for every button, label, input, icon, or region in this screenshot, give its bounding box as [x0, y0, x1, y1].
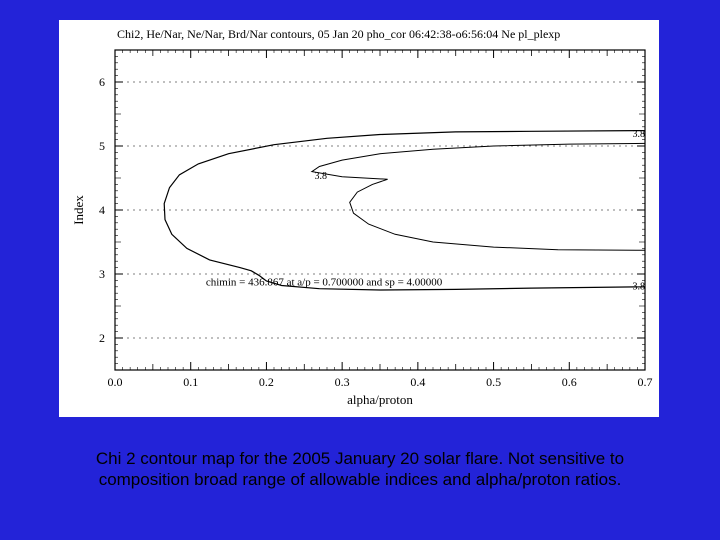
caption-text: Chi 2 contour map for the 2005 January 2… — [60, 448, 660, 491]
ytick-label: 4 — [99, 203, 105, 217]
ytick-label: 5 — [99, 139, 105, 153]
xtick-label: 0.5 — [486, 375, 501, 389]
xtick-label: 0.1 — [183, 375, 198, 389]
contour-inner-3.8 — [312, 143, 645, 250]
contour-label: 3.8 — [633, 129, 646, 140]
contour-label: 3.8 — [633, 282, 646, 293]
xtick-label: 0.0 — [108, 375, 123, 389]
annotation-text: chimin = 436.867 at a/p = 0.700000 and s… — [206, 277, 443, 289]
xtick-label: 0.7 — [638, 375, 653, 389]
ytick-label: 3 — [99, 267, 105, 281]
xtick-label: 0.4 — [410, 375, 425, 389]
xlabel: alpha/proton — [347, 392, 413, 407]
contour-label: 3.8 — [315, 171, 328, 182]
ytick-label: 2 — [99, 331, 105, 345]
xtick-label: 0.2 — [259, 375, 274, 389]
ytick-label: 6 — [99, 75, 105, 89]
xtick-label: 0.3 — [335, 375, 350, 389]
chart-panel: Chi2, He/Nar, Ne/Nar, Brd/Nar contours, … — [59, 20, 659, 417]
ylabel: Index — [71, 195, 86, 225]
chart-svg: Chi2, He/Nar, Ne/Nar, Brd/Nar contours, … — [59, 20, 659, 417]
chart-title: Chi2, He/Nar, Ne/Nar, Brd/Nar contours, … — [117, 27, 560, 41]
xtick-label: 0.6 — [562, 375, 577, 389]
